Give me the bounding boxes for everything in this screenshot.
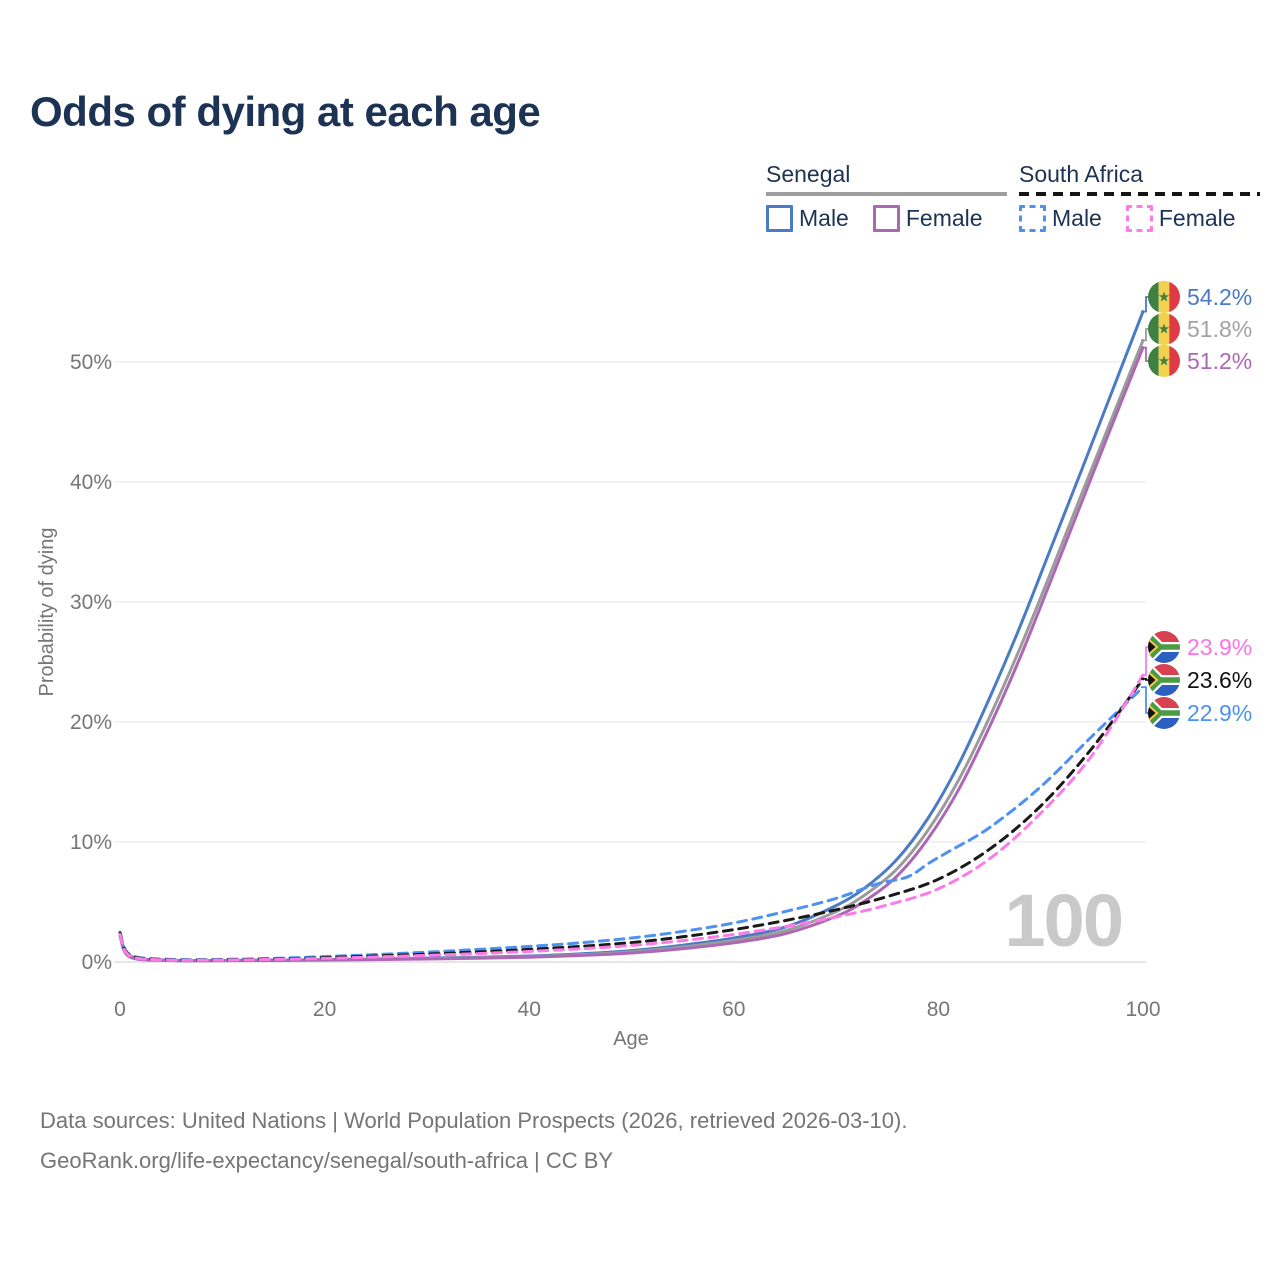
- data-sources-text: Data sources: United Nations | World Pop…: [40, 1108, 908, 1133]
- end-label-south-africa-male: 22.9%: [1148, 697, 1252, 729]
- end-value: 22.9%: [1187, 699, 1253, 726]
- senegal-line-swatch: [766, 192, 1007, 196]
- x-tick-label: 100: [1125, 998, 1160, 1021]
- x-tick-label: 0: [114, 998, 126, 1021]
- y-tick-label: 20%: [70, 711, 112, 734]
- end-label-south-africa-total: 23.6%: [1148, 664, 1252, 696]
- end-label-senegal-total: 51.8%: [1148, 313, 1252, 345]
- y-tick-label: 30%: [70, 591, 112, 614]
- y-axis-title: Probability of dying: [36, 527, 58, 697]
- legend-item-senegal-male[interactable]: Male: [766, 205, 849, 232]
- senegal-flag-icon: [1148, 345, 1180, 377]
- end-value: 51.8%: [1187, 315, 1253, 342]
- checkbox-senegal-male[interactable]: [766, 205, 793, 232]
- end-label-south-africa-female: 23.9%: [1148, 631, 1252, 663]
- line-sa-total: [118, 677, 1145, 962]
- page-title: Odds of dying at each age: [30, 88, 541, 135]
- attribution-link-text: GeoRank.org/life-expectancy/senegal/sout…: [40, 1148, 614, 1173]
- end-value: 54.2%: [1187, 283, 1253, 310]
- end-label-senegal-male: 54.2%: [1148, 281, 1252, 313]
- legend-item-south-africa-male[interactable]: Male: [1019, 205, 1102, 232]
- checkbox-senegal-female[interactable]: [872, 205, 900, 232]
- end-label-senegal-female: 51.2%: [1148, 345, 1252, 377]
- legend-label-senegal-male: Male: [799, 205, 849, 231]
- legend-label-senegal-female: Female: [905, 205, 983, 231]
- x-tick-label: 20: [313, 998, 336, 1021]
- legend-south-africa-title: South Africa: [1019, 161, 1144, 187]
- x-axis-title: Age: [613, 1028, 649, 1050]
- end-value: 23.9%: [1187, 633, 1253, 660]
- senegal-flag-icon: [1148, 281, 1180, 313]
- legend-item-south-africa-female[interactable]: Female: [1125, 205, 1236, 232]
- checkbox-south-africa-female[interactable]: [1125, 205, 1153, 232]
- end-value: 23.6%: [1187, 666, 1253, 693]
- checkbox-south-africa-male[interactable]: [1019, 205, 1046, 232]
- south-africa-flag-icon: [1148, 697, 1180, 729]
- legend-label-south-africa-female: Female: [1158, 205, 1236, 231]
- age-counter-watermark: 100: [1004, 879, 1124, 962]
- line-sa-female: [118, 673, 1145, 962]
- legend-item-senegal-female[interactable]: Female: [872, 205, 983, 232]
- x-tick-label: 60: [722, 998, 745, 1021]
- south-africa-flag-icon: [1148, 664, 1180, 696]
- x-tick-label: 80: [927, 998, 950, 1021]
- line-senegal-female: [118, 346, 1145, 963]
- y-tick-label: 50%: [70, 351, 112, 374]
- y-tick-label: 10%: [70, 831, 112, 854]
- south-africa-line-swatch: [1019, 192, 1260, 196]
- legend-group-south-africa: South Africa Male Female: [1019, 161, 1260, 232]
- legend-senegal-title: Senegal: [766, 161, 851, 187]
- legend-label-south-africa-male: Male: [1052, 205, 1102, 231]
- south-africa-flag-icon: [1148, 631, 1180, 663]
- senegal-flag-icon: [1148, 313, 1180, 345]
- x-tick-label: 40: [518, 998, 541, 1021]
- y-tick-label: 40%: [70, 471, 112, 494]
- line-senegal-total: [118, 338, 1145, 963]
- line-sa-male: [118, 685, 1145, 962]
- legend-group-senegal: Senegal Male Female: [766, 161, 1007, 232]
- end-value: 51.2%: [1187, 347, 1253, 374]
- y-tick-label: 0%: [82, 951, 112, 974]
- line-senegal-male: [118, 310, 1145, 963]
